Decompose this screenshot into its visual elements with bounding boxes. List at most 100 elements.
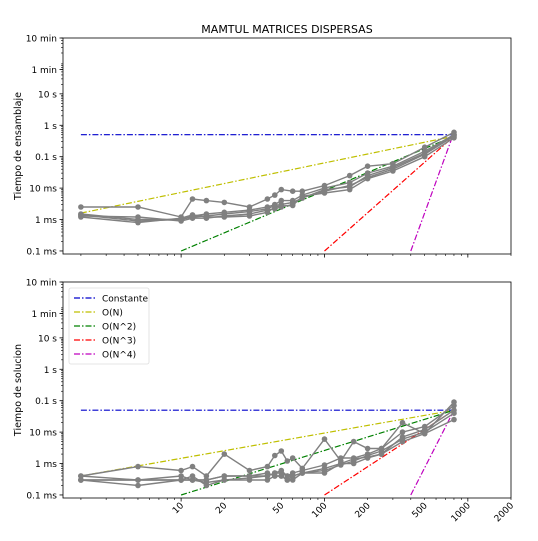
data-point bbox=[350, 456, 357, 462]
y-axis-label: Tiempo de solucion bbox=[13, 344, 24, 437]
x-tick-label: 50 bbox=[271, 501, 286, 516]
y-tick-label: 0.1 s bbox=[35, 153, 57, 163]
data-point bbox=[203, 197, 210, 204]
data-point bbox=[221, 473, 228, 479]
x-tick-label: 100 bbox=[310, 501, 329, 520]
data-point bbox=[278, 470, 285, 476]
data-point bbox=[299, 470, 306, 476]
data-point bbox=[284, 473, 291, 479]
data-point bbox=[364, 172, 371, 179]
data-point bbox=[421, 150, 428, 156]
data-point bbox=[135, 204, 141, 210]
solution-time-panel: 0.1 ms 1 ms 10 ms 0.1 s 1 s 10 s 1 min 10 min 10… bbox=[13, 279, 516, 525]
y-tick-label: 10 min bbox=[26, 35, 57, 45]
data-point bbox=[364, 163, 371, 169]
data-point bbox=[78, 477, 84, 483]
y-tick-label: 1 ms bbox=[35, 216, 57, 226]
data-point bbox=[451, 402, 457, 409]
data-point bbox=[135, 214, 141, 220]
data-point bbox=[451, 131, 457, 138]
data-point bbox=[272, 202, 278, 209]
x-tick-label: 200 bbox=[354, 501, 373, 520]
reference-line bbox=[80, 409, 455, 477]
data-point bbox=[203, 473, 210, 479]
legend-box bbox=[68, 287, 150, 365]
data-point bbox=[289, 188, 296, 194]
data-point bbox=[221, 199, 228, 206]
data-point bbox=[278, 201, 285, 208]
data-point bbox=[135, 218, 141, 224]
data-point bbox=[451, 416, 457, 423]
reference-line bbox=[410, 132, 455, 252]
data-point bbox=[203, 482, 210, 489]
data-point bbox=[189, 463, 196, 470]
data-point bbox=[299, 188, 306, 194]
y-tick-label: 0.1 s bbox=[35, 397, 57, 407]
data-point bbox=[284, 477, 291, 483]
data-point bbox=[272, 452, 278, 459]
x-tick-label: 1000 bbox=[450, 501, 473, 524]
data-point bbox=[246, 213, 253, 219]
plot-area bbox=[62, 37, 512, 255]
series-line bbox=[80, 131, 455, 218]
x-tick-label: 10 bbox=[171, 501, 186, 516]
data-point bbox=[189, 473, 196, 479]
data-point bbox=[246, 467, 253, 474]
data-point bbox=[278, 186, 285, 193]
data-point bbox=[272, 192, 278, 198]
data-point bbox=[289, 477, 296, 483]
data-point bbox=[284, 458, 291, 464]
data-point bbox=[346, 184, 353, 190]
data-point bbox=[364, 445, 371, 452]
data-point bbox=[346, 172, 353, 179]
data-point bbox=[350, 438, 357, 445]
data-point bbox=[189, 214, 196, 220]
data-point bbox=[264, 463, 271, 470]
legend-label: Constante bbox=[102, 295, 148, 305]
data-point bbox=[78, 473, 84, 479]
data-point bbox=[421, 430, 428, 437]
y-tick-label: 0.1 ms bbox=[26, 491, 57, 501]
legend-label: O(N) bbox=[102, 309, 123, 319]
y-tick-label: 10 ms bbox=[29, 429, 57, 439]
data-point bbox=[203, 477, 210, 483]
y-tick-label: 10 ms bbox=[29, 185, 57, 195]
data-point bbox=[299, 195, 306, 201]
y-tick-label: 0.1 ms bbox=[26, 247, 57, 257]
data-point bbox=[246, 477, 253, 483]
data-point bbox=[246, 473, 253, 479]
data-point bbox=[278, 448, 285, 454]
x-tick-label: 500 bbox=[411, 501, 430, 520]
data-point bbox=[399, 429, 406, 435]
y-tick-label: 10 s bbox=[38, 90, 57, 100]
data-point bbox=[78, 204, 84, 210]
data-point bbox=[221, 477, 228, 483]
data-point bbox=[264, 196, 271, 202]
series-line bbox=[80, 409, 455, 481]
legend-label: O(N^2) bbox=[102, 323, 136, 333]
data-point bbox=[221, 211, 228, 217]
data-point bbox=[135, 463, 141, 470]
y-axis-label: Tiempo de ensamblaje bbox=[13, 92, 24, 201]
y-tick-label: 1 min bbox=[31, 66, 57, 76]
data-point bbox=[178, 477, 184, 483]
data-point bbox=[264, 473, 271, 479]
data-point bbox=[178, 467, 184, 474]
data-point bbox=[338, 460, 344, 467]
data-point bbox=[278, 197, 285, 204]
data-point bbox=[189, 477, 196, 483]
data-point bbox=[399, 419, 406, 426]
data-point bbox=[203, 213, 210, 219]
data-point bbox=[289, 455, 296, 461]
legend-label: O(N^3) bbox=[102, 337, 136, 347]
data-point bbox=[289, 199, 296, 206]
data-point bbox=[338, 455, 344, 461]
y-tick-label: 1 s bbox=[44, 122, 58, 132]
data-point bbox=[390, 164, 396, 171]
y-tick-label: 1 min bbox=[31, 310, 57, 320]
data-point bbox=[364, 454, 371, 460]
data-point bbox=[421, 144, 428, 150]
y-tick-label: 10 s bbox=[38, 334, 57, 344]
data-point bbox=[189, 196, 196, 202]
